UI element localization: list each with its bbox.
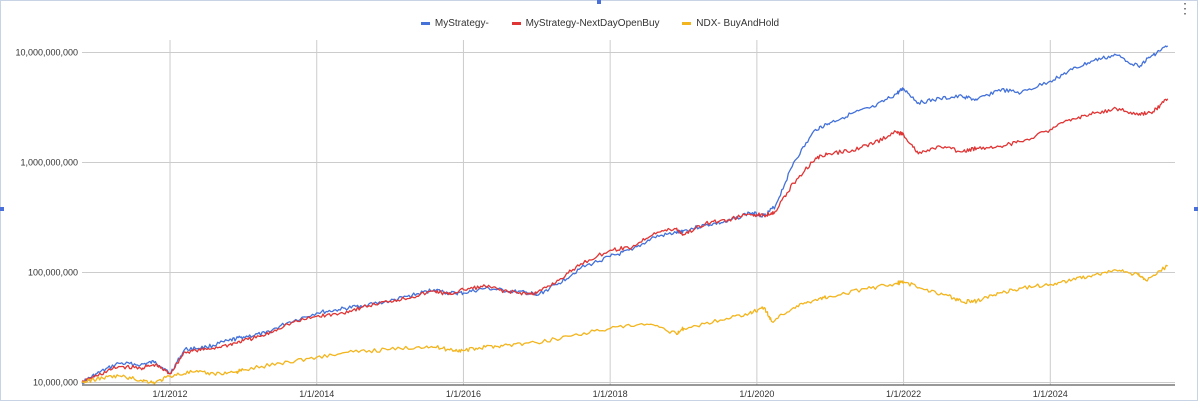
x-tick-label: 1/1/2014 — [299, 389, 334, 399]
legend-label-ndx-buyandhold: NDX- BuyAndHold — [696, 18, 780, 29]
x-tick-label: 1/1/2012 — [153, 389, 188, 399]
grid-lines — [82, 40, 1175, 385]
legend-item-ndx-buyandhold[interactable]: NDX- BuyAndHold — [682, 18, 779, 29]
legend-item-nextdayopenbuy[interactable]: MyStrategy-NextDayOpenBuy — [511, 18, 660, 29]
x-tick-label: 1/1/2022 — [886, 389, 921, 399]
x-tick-label: 1/1/2018 — [593, 389, 628, 399]
series-line-nextdayopenbuy — [81, 98, 1169, 384]
chart-legend: MyStrategy- MyStrategy-NextDayOpenBuy ND… — [0, 18, 1200, 29]
resize-handle-top[interactable] — [597, 0, 601, 4]
more-vert-icon[interactable]: ⋮ — [1178, 0, 1192, 16]
legend-swatch-mystrategy — [420, 21, 430, 25]
series-line-ndx-buyandhold — [81, 264, 1168, 385]
legend-swatch-ndx-buyandhold — [682, 21, 692, 25]
x-tick-label: 1/1/2020 — [739, 389, 774, 399]
x-axis: 1/1/2012 1/1/2014 1/1/2016 1/1/2018 1/1/2020… — [82, 384, 1175, 399]
resize-handle-right[interactable] — [1194, 207, 1198, 211]
y-tick-label: 10,000,000 — [33, 378, 78, 388]
y-tick-label: 1,000,000,000 — [20, 158, 78, 168]
legend-label-mystrategy: MyStrategy- — [434, 18, 489, 29]
x-tick-label: 1/1/2016 — [446, 389, 481, 399]
legend-item-mystrategy[interactable]: MyStrategy- — [420, 18, 489, 29]
series-line-mystrategy — [81, 45, 1169, 385]
legend-swatch-nextdayopenbuy — [511, 21, 521, 25]
legend-label-nextdayopenbuy: MyStrategy-NextDayOpenBuy — [525, 18, 660, 29]
y-tick-label: 100,000,000 — [28, 268, 78, 278]
y-tick-label: 10,000,000,000 — [15, 48, 78, 58]
y-axis: 10,000,000 100,000,000 1,000,000,000 10,000… — [15, 48, 78, 388]
x-tick-label: 1/1/2024 — [1033, 389, 1068, 399]
series-lines — [81, 45, 1169, 385]
resize-handle-left[interactable] — [0, 207, 4, 211]
